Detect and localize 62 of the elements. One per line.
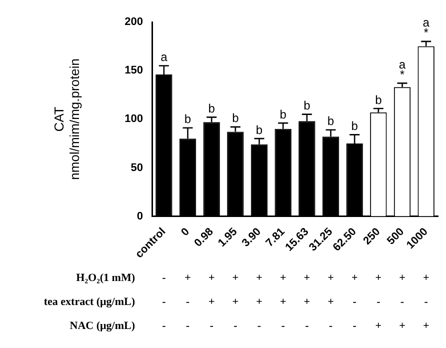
text: - xyxy=(376,296,381,308)
text: + xyxy=(232,296,239,308)
text: + xyxy=(399,320,406,332)
annotation: b xyxy=(304,98,311,113)
y-tick-label: 150 xyxy=(124,64,143,77)
text: + xyxy=(375,320,382,332)
y-tick-label: 0 xyxy=(136,210,143,222)
text: + xyxy=(328,272,334,284)
text: + xyxy=(280,296,286,308)
text: - xyxy=(234,320,238,332)
text: - xyxy=(400,296,404,308)
text: - xyxy=(186,320,190,332)
text: + xyxy=(351,272,358,284)
text: - xyxy=(162,320,166,332)
text: + xyxy=(422,320,430,332)
y-tick-label: 200 xyxy=(124,16,143,28)
text: - xyxy=(162,272,166,284)
annotation: * xyxy=(400,68,405,82)
text: + xyxy=(208,296,215,308)
text: - xyxy=(328,320,333,332)
x-tick-label: 0 xyxy=(179,226,192,239)
text: - xyxy=(424,296,428,308)
annotation: b xyxy=(184,112,192,126)
text: NAC (μg/mL) xyxy=(70,320,136,332)
text: - xyxy=(305,320,310,332)
annotation: b xyxy=(232,111,240,126)
annotation: b xyxy=(280,107,287,122)
x-tick-label: 0.98 xyxy=(192,226,216,250)
text: + xyxy=(304,296,310,308)
x-tick-label: 250 xyxy=(361,226,383,248)
text: + xyxy=(399,272,406,284)
text: - xyxy=(186,296,190,308)
text: - xyxy=(210,320,214,332)
text: + xyxy=(280,272,286,284)
y-axis-title: CAT nmol/mim/mg.protein xyxy=(51,58,82,180)
text: - xyxy=(257,320,262,332)
text: + xyxy=(375,272,382,284)
y-tick-label: 50 xyxy=(130,162,143,174)
annotation: * xyxy=(424,26,429,40)
text: + xyxy=(184,272,191,284)
annotation: b xyxy=(256,122,263,137)
text: + xyxy=(232,272,239,284)
text: - xyxy=(281,320,286,332)
text: + xyxy=(422,272,430,284)
text: - xyxy=(352,320,357,332)
annotation: b xyxy=(351,119,358,134)
text: H₂O₂(1 mM) xyxy=(76,272,136,284)
y-tick-label: 100 xyxy=(124,113,143,126)
text: + xyxy=(328,296,334,308)
annotation: b xyxy=(327,114,334,128)
text: + xyxy=(208,272,215,284)
text: + xyxy=(304,272,310,284)
text: tea extract (μg/mL) xyxy=(44,296,136,308)
x-tick-label: 500 xyxy=(385,226,407,248)
annotation: b xyxy=(375,92,382,107)
text: - xyxy=(352,296,357,308)
text: - xyxy=(162,296,166,308)
x-tick-label: 3.90 xyxy=(240,226,264,250)
annotation: b xyxy=(208,102,216,116)
annotation: a xyxy=(160,50,168,64)
text: + xyxy=(256,272,262,284)
text: + xyxy=(256,296,262,308)
